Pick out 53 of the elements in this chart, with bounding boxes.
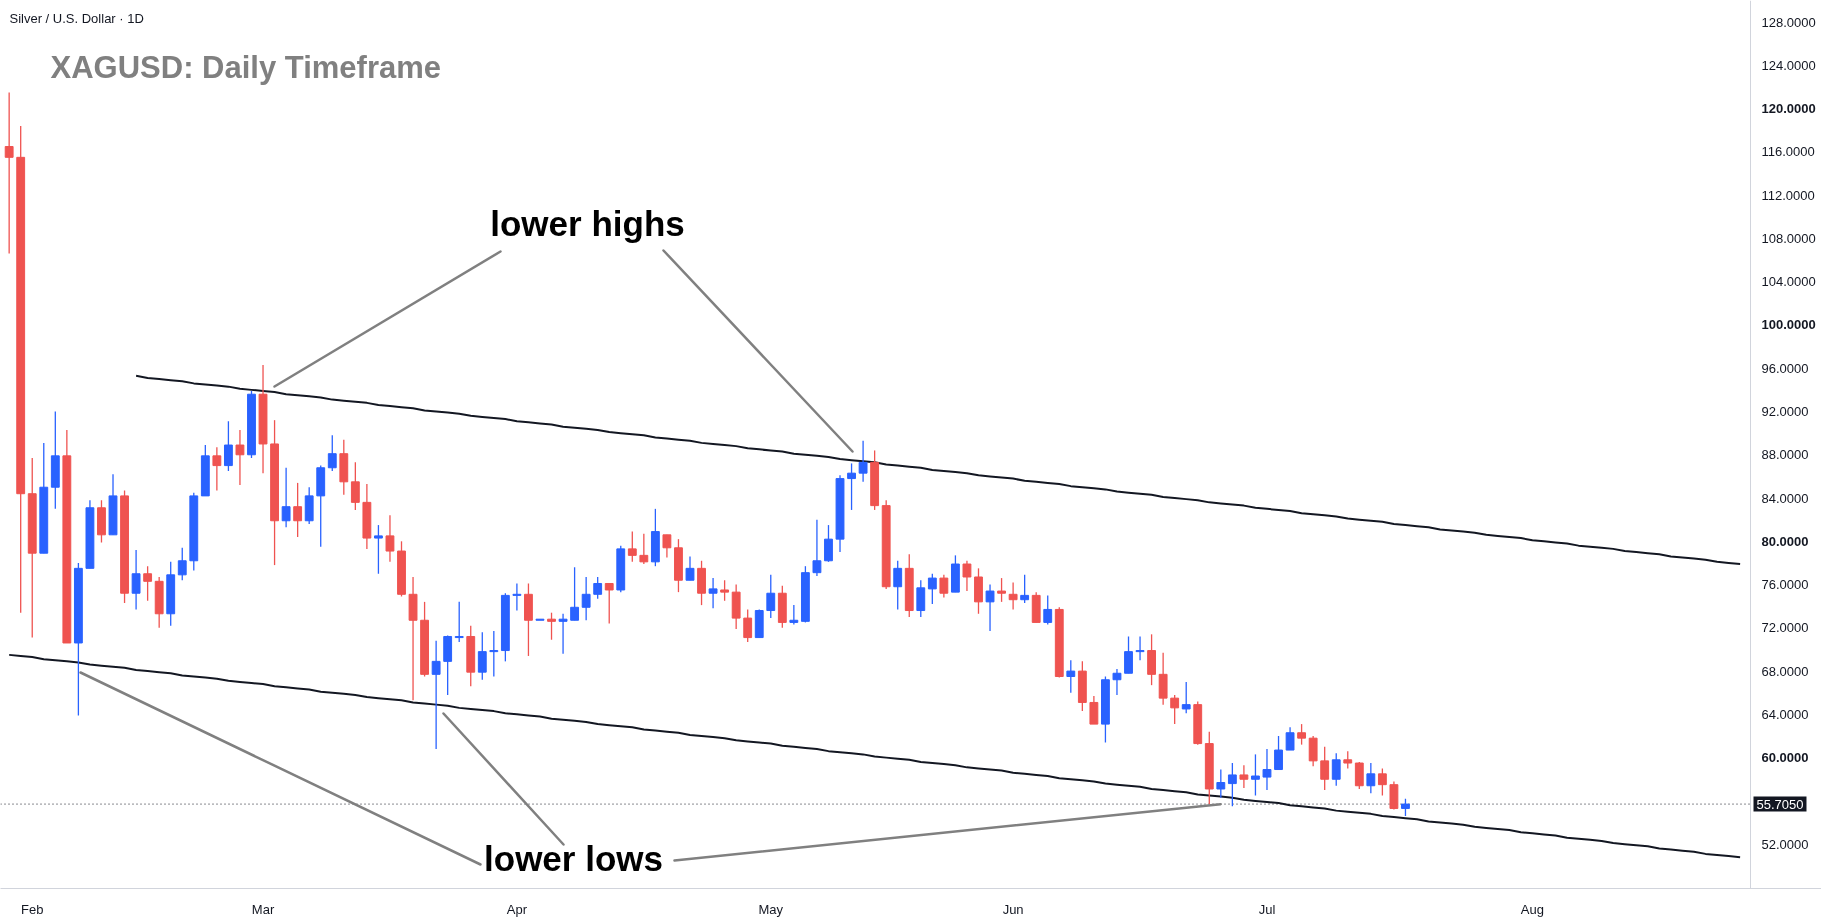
text: Silver / U.S. Dollar · 1D [9,11,144,26]
y-tick-label: 108.0000 [1761,230,1816,246]
candlestick [1135,636,1145,661]
y-tick-label: 128.0000 [1761,14,1816,30]
y-tick-label: 76.0000 [1761,577,1809,593]
y-tick-label: 104.0000 [1761,274,1816,290]
x-tick-label: Jul [1258,901,1276,917]
y-tick-label: 88.0000 [1761,447,1809,463]
candlestick [385,515,395,562]
x-tick-label: Apr [506,901,528,917]
candlestick [535,618,545,621]
candlestick [512,583,522,611]
candlestick [1239,765,1249,788]
candlestick [985,584,995,632]
candlestick [212,447,222,491]
candlestick [131,549,141,610]
y-tick-label: 96.0000 [1761,360,1809,376]
candlestick [431,640,441,749]
y-tick-label: 124.0000 [1761,57,1816,73]
candlestick [281,467,291,528]
x-tick-label: May [758,901,784,917]
y-tick-label: 52.0000 [1761,836,1809,852]
y-tick-label: 72.0000 [1761,620,1809,636]
y-tick-label: 100.0000 [1761,317,1816,333]
x-tick-label: Mar [251,901,275,917]
ref-line-label: 55.7050 [1756,796,1804,812]
candlestick [408,577,418,701]
candlestick [581,577,591,621]
x-tick-label: Aug [1520,901,1544,917]
y-tick-label: 80.0000 [1761,533,1809,549]
annotation: lower lows [484,839,663,878]
y-tick-label: 120.0000 [1761,101,1816,117]
y-tick-label: 84.0000 [1761,490,1809,506]
candlestick [1262,748,1272,791]
candlestick [1008,582,1018,610]
candlestick [235,429,245,486]
line-series [135,374,1742,566]
text: XAGUSD: Daily Timeframe [50,50,441,85]
y-tick-label: 60.0000 [1761,750,1809,766]
x-tick-label: Feb [21,901,44,917]
candlestick [558,613,568,654]
y-tick-label: 64.0000 [1761,706,1809,722]
candlestick [812,519,822,576]
y-tick-label: 112.0000 [1761,187,1815,203]
candlestick [708,578,718,609]
y-tick-label: 116.0000 [1761,144,1815,160]
y-tick-label: 92.0000 [1761,404,1809,420]
candlestick [858,440,868,482]
annotation: lower highs [490,204,685,243]
candlestick [1112,668,1122,695]
x-tick-label: Jun [1002,901,1024,917]
y-tick-label: 68.0000 [1761,663,1809,679]
candlestick [789,605,799,625]
